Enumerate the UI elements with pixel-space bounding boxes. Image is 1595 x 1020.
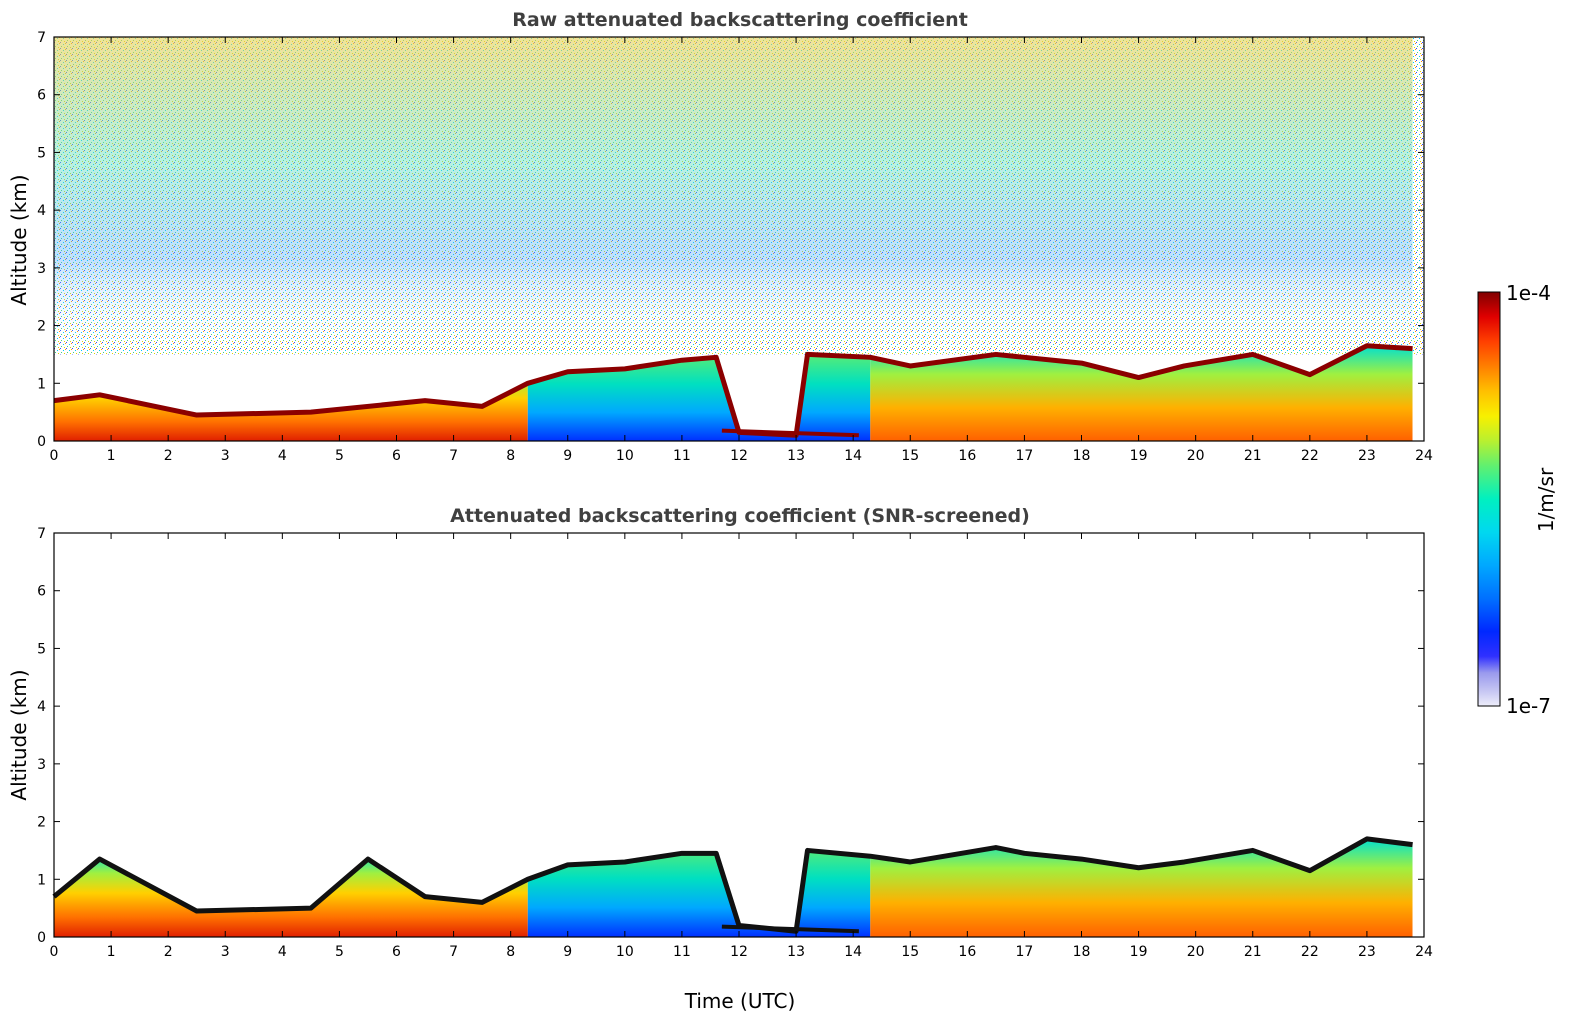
top-xtick-label: 12	[730, 448, 748, 464]
bottom-xtick-label: 23	[1358, 944, 1376, 960]
top-early-boundary-layer	[54, 383, 528, 441]
bottom-xtick-label: 13	[787, 944, 805, 960]
bottom-xtick-label: 16	[958, 944, 976, 960]
top-xtick-label: 4	[278, 448, 287, 464]
bottom-xtick-label: 19	[1130, 944, 1148, 960]
colorbar-min-label: 1e-7	[1506, 694, 1551, 718]
top-xtick-label: 18	[1073, 448, 1091, 464]
bottom-panel-axes: 0 1 2 3 4 5 6 7 8 9 10 11 12 13 14 15 16 17 18 19 20 21 22 23 24…	[37, 526, 1433, 960]
bottom-xtick-label: 5	[335, 944, 344, 960]
top-panel-ylabel: Altitude (km)	[7, 174, 31, 305]
bottom-panel-ylabel: Altitude (km)	[7, 669, 31, 800]
bottom-xtick-label: 9	[563, 944, 572, 960]
top-xtick-label: 23	[1358, 448, 1376, 464]
top-panel-title: Raw attenuated backscattering coefficien…	[512, 9, 968, 31]
bottom-clear-gap	[736, 850, 799, 925]
bottom-xtick-label: 18	[1073, 944, 1091, 960]
top-xtick-label: 14	[844, 448, 862, 464]
bottom-xtick-label: 1	[107, 944, 116, 960]
colorbar: 1e-4 1e-7 1/m/sr	[1477, 281, 1558, 718]
top-xtick-label: 7	[449, 448, 458, 464]
top-xtick-label: 16	[958, 448, 976, 464]
bottom-ytick-label: 1	[37, 872, 46, 888]
top-midday-boundary-layer	[527, 354, 871, 441]
bottom-xtick-label: 24	[1415, 944, 1433, 960]
bottom-xtick-label: 7	[449, 944, 458, 960]
bottom-xtick-label: 21	[1244, 944, 1262, 960]
bottom-xtick-label: 15	[901, 944, 919, 960]
top-panel-plot-area	[53, 37, 1424, 441]
top-xtick-label: 15	[901, 448, 919, 464]
bottom-late-boundary-layer	[870, 838, 1413, 937]
top-low-cloud-line	[721, 428, 859, 438]
bottom-xtick-label: 0	[50, 944, 59, 960]
top-ytick-label: 7	[37, 30, 46, 46]
bottom-xtick-label: 22	[1301, 944, 1319, 960]
top-noise-tint	[54, 37, 1413, 355]
bottom-xtick-label: 12	[730, 944, 748, 960]
top-ytick-label: 2	[37, 319, 46, 335]
bottom-low-cloud-line	[721, 924, 859, 934]
bottom-panel-xlabel: Time (UTC)	[684, 989, 796, 1013]
top-xtick-label: 20	[1187, 448, 1205, 464]
top-xtick-label: 17	[1016, 448, 1034, 464]
bottom-ytick-label: 4	[37, 699, 46, 715]
bottom-xtick-label: 2	[164, 944, 173, 960]
bottom-xtick-label: 14	[844, 944, 862, 960]
bottom-xtick-label: 20	[1187, 944, 1205, 960]
top-xtick-label: 2	[164, 448, 173, 464]
top-xtick-label: 13	[787, 448, 805, 464]
bottom-early-boundary-layer	[54, 859, 528, 937]
top-ytick-label: 3	[37, 261, 46, 277]
top-xtick-label: 3	[221, 448, 230, 464]
top-clear-gap	[736, 354, 799, 429]
top-xtick-label: 1	[107, 448, 116, 464]
bottom-panel-plot-area	[52, 836, 1413, 937]
bottom-xtick-label: 11	[673, 944, 691, 960]
bottom-ytick-label: 2	[37, 815, 46, 831]
top-ytick-label: 6	[37, 88, 46, 104]
top-xtick-label: 22	[1301, 448, 1319, 464]
top-panel: Raw attenuated backscattering coefficien…	[7, 9, 1433, 464]
bottom-midday-boundary-layer	[527, 850, 871, 937]
top-xtick-label: 5	[335, 448, 344, 464]
bottom-xtick-label: 8	[506, 944, 515, 960]
bottom-xtick-label: 6	[392, 944, 401, 960]
top-ytick-label: 4	[37, 203, 46, 219]
bottom-ytick-label: 7	[37, 526, 46, 542]
bottom-xtick-label: 10	[616, 944, 634, 960]
top-xtick-label: 6	[392, 448, 401, 464]
bottom-panel: Attenuated backscattering coefficient (S…	[7, 505, 1433, 1013]
top-xtick-label: 0	[50, 448, 59, 464]
top-xtick-label: 11	[673, 448, 691, 464]
colorbar-max-label: 1e-4	[1506, 281, 1551, 305]
bottom-ytick-label: 5	[37, 641, 46, 657]
top-xtick-label: 8	[506, 448, 515, 464]
colorbar-gradient	[1477, 291, 1501, 707]
top-ytick-label: 1	[37, 376, 46, 392]
bottom-xtick-label: 4	[278, 944, 287, 960]
top-xtick-label: 24	[1415, 448, 1433, 464]
colorbar-unit-label: 1/m/sr	[1534, 467, 1558, 532]
bottom-ytick-label: 6	[37, 584, 46, 600]
top-ytick-label: 0	[37, 434, 46, 450]
top-panel-axes: 0 1 2 3 4 5 6 7 8 9 10 11 12 13 14 15 16 17 18 19 20 21 22 23 24…	[37, 30, 1433, 464]
bottom-xtick-label: 17	[1016, 944, 1034, 960]
top-ytick-label: 5	[37, 145, 46, 161]
bottom-panel-title: Attenuated backscattering coefficient (S…	[450, 505, 1030, 527]
top-xtick-label: 19	[1130, 448, 1148, 464]
top-xtick-label: 9	[563, 448, 572, 464]
bottom-ytick-label: 0	[37, 930, 46, 946]
bottom-xtick-label: 3	[221, 944, 230, 960]
top-xtick-label: 10	[616, 448, 634, 464]
top-xtick-label: 21	[1244, 448, 1262, 464]
top-late-boundary-layer	[870, 345, 1413, 441]
bottom-ytick-label: 3	[37, 757, 46, 773]
